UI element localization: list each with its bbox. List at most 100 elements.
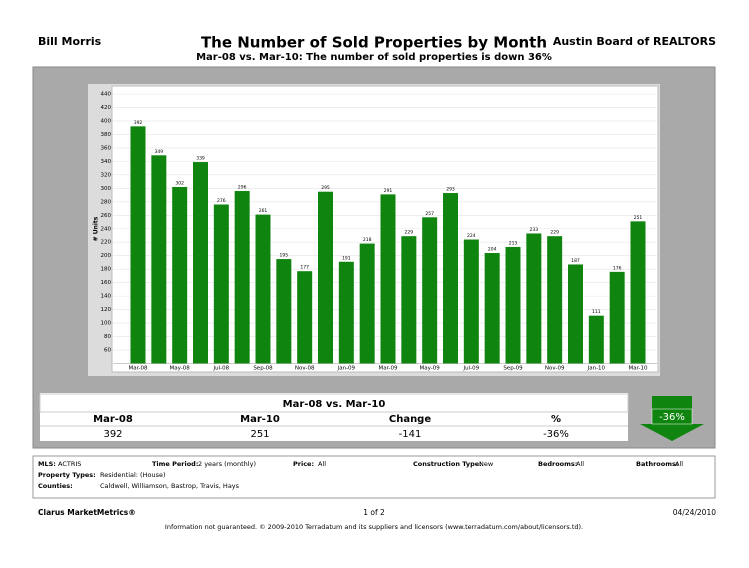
data-label: 276 [217, 198, 226, 204]
bar [151, 155, 167, 364]
data-label: 224 [467, 233, 476, 239]
data-label: 291 [384, 188, 393, 194]
x-tick-label: Mar-09 [378, 366, 398, 372]
bar [422, 217, 438, 364]
data-label: 392 [134, 120, 143, 126]
bar [318, 191, 333, 364]
y-tick-label: 420 [101, 105, 112, 111]
data-label: 229 [550, 230, 559, 236]
summary-value: 392 [103, 429, 122, 440]
y-tick-label: 160 [101, 280, 112, 286]
bar [234, 191, 250, 364]
data-label: 293 [446, 187, 455, 193]
detail-label: Counties: [38, 482, 73, 490]
summary-header: Mar-08 [93, 414, 133, 425]
data-label: 111 [592, 309, 601, 315]
y-tick-label: 440 [101, 92, 112, 98]
detail-label: Bathrooms: [636, 460, 678, 468]
data-label: 191 [342, 255, 351, 261]
y-tick-label: 180 [101, 267, 112, 273]
y-tick-label: 240 [101, 226, 112, 232]
bar [276, 259, 292, 364]
bar [213, 204, 229, 364]
y-tick-label: 400 [101, 118, 112, 124]
y-tick-label: 200 [101, 253, 112, 259]
summary-value: 251 [250, 429, 269, 440]
bar [172, 186, 188, 364]
bar [297, 271, 313, 364]
bar [630, 221, 646, 364]
x-tick-label: Mar-08 [128, 366, 148, 372]
summary-title-row [39, 393, 629, 413]
x-tick-label: Jan-09 [337, 366, 356, 372]
data-label: 349 [155, 149, 164, 155]
bar [609, 271, 625, 364]
data-label: 302 [175, 180, 184, 186]
summary-header: % [551, 414, 561, 425]
bar [380, 194, 396, 364]
x-tick-label: Sep-08 [253, 366, 273, 372]
y-tick-label: 360 [101, 145, 112, 151]
bar [484, 253, 500, 364]
organization: Austin Board of REALTORS [553, 35, 716, 48]
x-tick-label: Nov-09 [545, 366, 565, 372]
bar [130, 126, 146, 364]
summary-value: -36% [543, 429, 569, 440]
y-tick-label: 140 [101, 294, 112, 300]
y-tick-label: 320 [101, 172, 112, 178]
data-label: 176 [613, 265, 622, 271]
detail-value: New [479, 460, 494, 468]
x-tick-label: Jul-09 [463, 366, 480, 372]
detail-label: Property Types: [38, 471, 96, 479]
y-tick-label: 100 [101, 321, 112, 327]
data-label: 233 [530, 227, 539, 233]
detail-label: Construction Type: [413, 460, 482, 468]
x-tick-label: Nov-08 [295, 366, 315, 372]
bar [505, 246, 521, 364]
summary-title: Mar-08 vs. Mar-10 [283, 399, 386, 410]
detail-value: ACTRIS [58, 460, 81, 468]
x-tick-label: Mar-10 [628, 366, 648, 372]
change-badge: -36% [659, 412, 685, 423]
bar [463, 239, 479, 364]
x-tick-label: May-09 [420, 366, 441, 372]
bar [568, 264, 583, 364]
data-label: 296 [238, 185, 247, 191]
data-label: 195 [280, 253, 289, 259]
chart-subtitle: Mar-08 vs. Mar-10: The number of sold pr… [196, 52, 552, 63]
data-label: 229 [405, 230, 414, 236]
data-label: 218 [363, 237, 372, 243]
summary-header: Change [389, 414, 431, 425]
x-tick-label: Jan-10 [587, 366, 606, 372]
bar [526, 233, 542, 364]
badge-box [651, 408, 693, 425]
y-tick-label: 380 [101, 132, 112, 138]
y-tick-label: 260 [101, 213, 112, 219]
chart-title: The Number of Sold Properties by Month [201, 34, 547, 52]
y-axis-label: # Units [93, 216, 100, 241]
detail-value: All [675, 460, 683, 468]
data-label: 187 [571, 258, 580, 264]
y-tick-label: 120 [101, 307, 112, 313]
data-label: 204 [488, 247, 497, 253]
data-label: 177 [300, 265, 309, 271]
data-label: 339 [196, 156, 205, 162]
bar [359, 243, 375, 364]
brand: Clarus MarketMetrics® [38, 508, 136, 517]
detail-label: Bedrooms: [538, 460, 577, 468]
y-tick-label: 340 [101, 159, 112, 165]
bar [588, 315, 604, 364]
bar [338, 261, 354, 364]
x-tick-label: Sep-09 [503, 366, 523, 372]
detail-label: Price: [293, 460, 314, 468]
detail-value: All [318, 460, 326, 468]
data-label: 295 [321, 185, 330, 191]
x-tick-label: May-08 [170, 366, 191, 372]
details-box [32, 455, 716, 499]
y-tick-label: 220 [101, 240, 112, 246]
disclaimer: Information not guaranteed. © 2009-2010 … [165, 523, 583, 531]
y-tick-label: 80 [104, 334, 111, 340]
detail-value: 2 years (monthly) [198, 460, 256, 468]
